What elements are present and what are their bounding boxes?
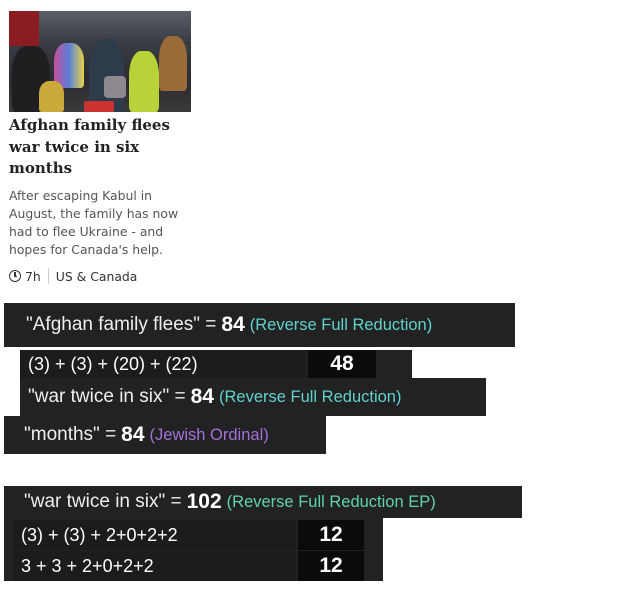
calculation: 3 + 3 + 2+0+2+2 <box>13 551 296 581</box>
cipher-name: (Reverse Full Reduction) <box>218 387 402 406</box>
value: 102 <box>186 490 222 513</box>
gematria-result: "months" = 84 (Jewish Ordinal) <box>4 416 326 454</box>
phrase: "months" = <box>24 424 117 445</box>
phrase: "Afghan family flees" = <box>26 314 217 335</box>
calculation-result: 48 <box>308 350 376 378</box>
calculation-row: (3) + (3) + 2+0+2+2 12 <box>4 518 383 550</box>
value: 84 <box>121 423 145 446</box>
calculation-result: 12 <box>298 551 364 581</box>
article-time: 7h <box>25 268 41 284</box>
cipher-name: (Reverse Full Reduction) <box>249 315 433 334</box>
value: 84 <box>190 385 214 408</box>
cipher-name: (Reverse Full Reduction EP) <box>226 492 436 511</box>
calculation: (3) + (3) + (20) + (22) <box>20 350 306 378</box>
gematria-result: "Afghan family flees" = 84 (Reverse Full R… <box>4 303 515 347</box>
phrase: "war twice in six" = <box>28 386 186 407</box>
calculation-result: 12 <box>298 520 364 550</box>
clock-icon <box>9 270 21 282</box>
calculation-row: 3 + 3 + 2+0+2+2 12 <box>4 550 383 581</box>
article-thumbnail[interactable] <box>9 11 191 112</box>
value: 84 <box>221 313 245 336</box>
divider <box>47 268 49 284</box>
article-section-link[interactable]: US & Canada <box>55 268 138 284</box>
phrase: "war twice in six" = <box>24 491 182 512</box>
article-headline[interactable]: Afghan family flees war twice in six mon… <box>9 116 170 177</box>
gematria-result: "war twice in six" = 84 (Reverse Full Redu… <box>20 378 486 416</box>
calculation: (3) + (3) + 2+0+2+2 <box>13 520 296 550</box>
cipher-name: (Jewish Ordinal) <box>149 425 269 444</box>
gematria-result: "war twice in six" = 102 (Reverse Full Red… <box>4 486 522 518</box>
calculation-row: (3) + (3) + (20) + (22) 48 <box>20 350 412 378</box>
article-summary: After escaping Kabul in August, the fami… <box>9 188 179 257</box>
article-meta: 7h US & Canada <box>9 268 137 284</box>
